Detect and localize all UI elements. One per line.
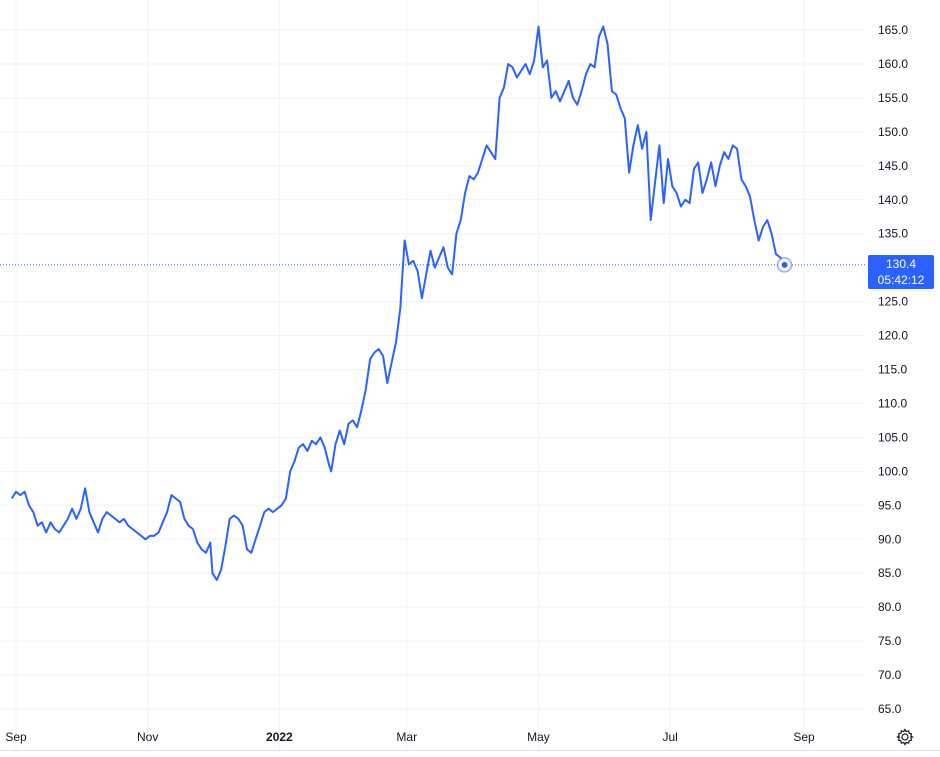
last-price-marker [781, 261, 788, 268]
x-tick-label: 2022 [266, 730, 293, 744]
last-price-label: 130.4 [885, 257, 917, 271]
y-tick-label: 75.0 [878, 634, 902, 648]
y-tick-label: 90.0 [878, 532, 902, 546]
y-tick-label: 135.0 [878, 227, 908, 241]
gear-icon[interactable] [893, 725, 917, 749]
y-tick-label: 65.0 [878, 702, 902, 716]
y-tick-label: 160.0 [878, 57, 908, 71]
y-tick-label: 120.0 [878, 329, 908, 343]
y-tick-label: 100.0 [878, 464, 908, 478]
time-axis[interactable]: Sep Nov 2022 Mar May Jul Sep [5, 730, 815, 744]
x-tick-label: May [527, 730, 550, 744]
y-tick-label: 70.0 [878, 668, 902, 682]
y-tick-label: 165.0 [878, 23, 908, 37]
x-tick-label: Nov [137, 730, 158, 744]
price-axis[interactable]: 65.0 70.0 75.0 80.0 85.0 90.0 95.0 100.0 105.0 11… [878, 0, 908, 716]
y-tick-label: 115.0 [878, 363, 907, 377]
y-tick-label: 85.0 [878, 566, 902, 580]
last-price-badge: 130.4 05:42:12 [868, 255, 934, 289]
y-tick-label: 110.0 [878, 396, 907, 410]
chart-grid [0, 0, 866, 750]
x-tick-label: Sep [5, 730, 27, 744]
y-tick-label: 155.0 [878, 91, 908, 105]
price-series-line [10, 25, 786, 581]
x-tick-label: Jul [662, 730, 677, 744]
y-tick-label: 80.0 [878, 600, 902, 614]
x-tick-label: Sep [793, 730, 815, 744]
y-tick-label: 105.0 [878, 430, 908, 444]
y-tick-label: 145.0 [878, 159, 908, 173]
y-tick-label: 150.0 [878, 125, 908, 139]
bar-countdown-label: 05:42:12 [877, 273, 925, 287]
x-tick-label: Mar [396, 730, 417, 744]
y-tick-label: 140.0 [878, 193, 908, 207]
y-tick-label: 170.0 [878, 0, 908, 3]
y-tick-label: 95.0 [878, 498, 902, 512]
y-tick-label: 125.0 [878, 295, 908, 309]
